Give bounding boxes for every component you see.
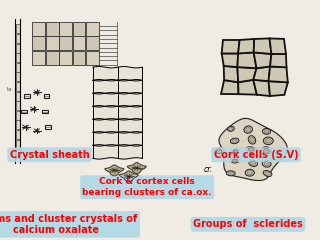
Bar: [32, 36, 45, 50]
Bar: [73, 22, 85, 36]
Ellipse shape: [226, 171, 235, 176]
Ellipse shape: [232, 149, 239, 154]
Text: Groups of  sclerides: Groups of sclerides: [193, 219, 303, 229]
Bar: [16, 34, 20, 43]
Ellipse shape: [264, 162, 269, 166]
Bar: [46, 36, 59, 50]
Bar: [21, 110, 27, 113]
Bar: [46, 22, 59, 36]
Polygon shape: [237, 52, 257, 68]
Ellipse shape: [214, 148, 224, 155]
Ellipse shape: [228, 172, 233, 175]
Polygon shape: [221, 80, 238, 94]
Bar: [16, 140, 20, 149]
Ellipse shape: [264, 130, 269, 133]
Ellipse shape: [245, 169, 254, 176]
Bar: [59, 22, 72, 36]
Polygon shape: [254, 52, 271, 68]
Polygon shape: [237, 67, 257, 82]
Polygon shape: [254, 38, 271, 54]
Polygon shape: [224, 66, 238, 82]
Bar: [73, 36, 85, 50]
Circle shape: [36, 91, 38, 93]
Ellipse shape: [246, 147, 257, 152]
Ellipse shape: [233, 150, 237, 153]
Bar: [59, 36, 72, 50]
Ellipse shape: [262, 160, 271, 167]
Polygon shape: [105, 165, 124, 176]
Polygon shape: [119, 171, 138, 182]
Polygon shape: [238, 39, 254, 54]
Bar: [16, 130, 20, 139]
Bar: [86, 22, 99, 36]
Text: Cork cells (S.V): Cork cells (S.V): [214, 150, 298, 160]
Ellipse shape: [262, 128, 270, 134]
Bar: [16, 72, 20, 81]
Ellipse shape: [265, 172, 270, 175]
Bar: [32, 22, 45, 36]
Polygon shape: [268, 66, 288, 82]
Ellipse shape: [263, 149, 269, 154]
Bar: [16, 149, 20, 158]
Bar: [32, 51, 45, 65]
Text: ta: ta: [7, 87, 12, 92]
Ellipse shape: [248, 136, 256, 144]
Polygon shape: [269, 38, 286, 54]
Polygon shape: [222, 40, 240, 54]
Bar: [44, 94, 49, 98]
Polygon shape: [127, 162, 146, 174]
Bar: [16, 120, 20, 129]
Bar: [16, 101, 20, 110]
Polygon shape: [253, 80, 270, 96]
Ellipse shape: [232, 139, 237, 143]
Bar: [42, 110, 48, 113]
Ellipse shape: [228, 126, 234, 131]
Text: Crystal sheath: Crystal sheath: [10, 150, 90, 160]
Polygon shape: [270, 54, 286, 67]
Bar: [16, 44, 20, 53]
Bar: [46, 51, 59, 65]
Ellipse shape: [265, 138, 271, 143]
Ellipse shape: [263, 137, 273, 144]
Polygon shape: [268, 81, 288, 96]
Ellipse shape: [263, 171, 272, 177]
Ellipse shape: [244, 126, 252, 133]
Polygon shape: [222, 54, 238, 67]
Polygon shape: [253, 66, 270, 81]
Bar: [86, 36, 99, 50]
Bar: [16, 63, 20, 72]
Ellipse shape: [232, 159, 238, 162]
Text: Prisms and cluster crystals of
calcium oxalate: Prisms and cluster crystals of calcium o…: [0, 214, 138, 235]
Circle shape: [24, 126, 27, 128]
Text: cr.: cr.: [203, 165, 212, 174]
Ellipse shape: [246, 127, 251, 132]
Ellipse shape: [230, 138, 239, 144]
Bar: [59, 51, 72, 65]
Ellipse shape: [250, 137, 254, 142]
Ellipse shape: [261, 147, 271, 156]
Bar: [16, 82, 20, 91]
Bar: [45, 125, 51, 129]
Ellipse shape: [216, 150, 222, 154]
Circle shape: [32, 108, 35, 110]
Ellipse shape: [249, 160, 258, 167]
Ellipse shape: [230, 158, 240, 163]
Ellipse shape: [247, 171, 252, 175]
Bar: [16, 92, 20, 101]
Text: Cork & cortex cells
bearing clusters of ca.ox.: Cork & cortex cells bearing clusters of …: [83, 178, 212, 197]
Bar: [24, 94, 30, 98]
Polygon shape: [219, 118, 287, 180]
Bar: [16, 24, 20, 33]
Bar: [73, 51, 85, 65]
Circle shape: [36, 130, 38, 132]
Ellipse shape: [251, 161, 256, 165]
Ellipse shape: [248, 148, 254, 151]
Bar: [86, 51, 99, 65]
Bar: [16, 53, 20, 62]
Ellipse shape: [229, 127, 233, 130]
Bar: [16, 111, 20, 120]
Polygon shape: [238, 80, 257, 95]
